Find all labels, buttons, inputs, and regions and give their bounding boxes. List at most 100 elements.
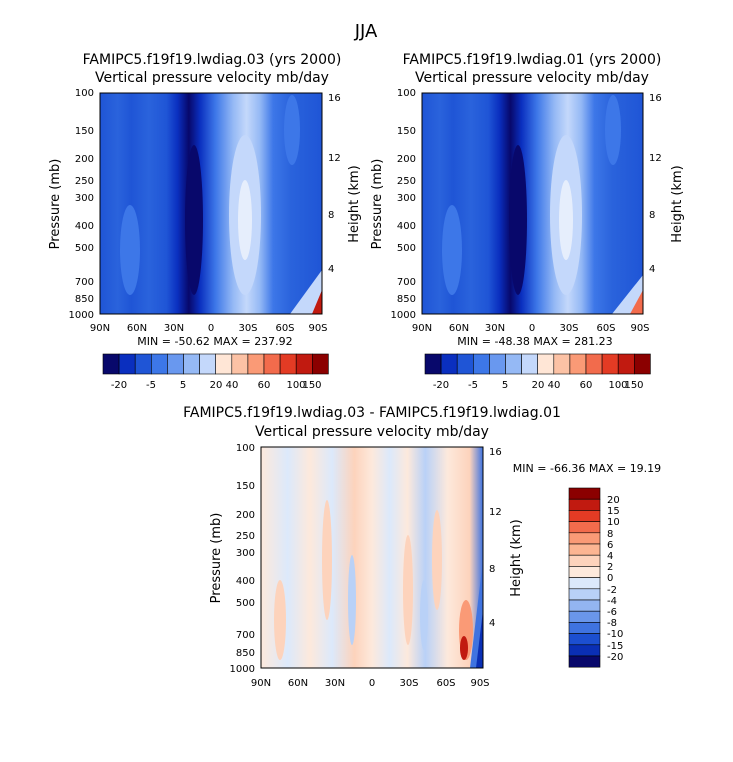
panel-3: FAMIPC5.f19f19.lwdiag.03 - FAMIPC5.f19f1… — [183, 405, 661, 689]
colorbar-labels: -20 -5 5 20 40 60 100 150 — [111, 380, 322, 391]
panel-2-y-ticks: 100 150 200 250 300 400 500 700 850 1000 — [391, 88, 416, 321]
panel-3-right-axis-label: Height (km) — [509, 519, 524, 596]
panel-1-x-ticks: 90N 60N 30N 0 30S 60S 90S — [90, 323, 328, 334]
panel-1-feature — [312, 290, 322, 314]
panel-2-y-axis-label: Pressure (mb) — [370, 159, 385, 250]
y-tick-label: 100 — [236, 443, 255, 454]
colorbar-swatch — [199, 353, 217, 375]
y-tick-label: 300 — [75, 193, 94, 204]
panel-2-feature — [509, 145, 527, 295]
colorbar-label: 60 — [580, 380, 593, 391]
panel-3-feature — [420, 580, 428, 650]
x-tick-label: 90S — [470, 678, 489, 689]
y-tick-label: 1000 — [69, 310, 94, 321]
y-tick-label: 400 — [397, 221, 416, 232]
y-tick-label: 500 — [397, 243, 416, 254]
colorbar-label: 150 — [302, 380, 321, 391]
height-tick-label: 8 — [489, 564, 495, 575]
colorbar-swatch — [215, 353, 233, 375]
colorbar-swatch — [568, 566, 601, 578]
y-tick-label: 150 — [397, 126, 416, 137]
colorbar-label: 20 — [607, 495, 620, 506]
y-tick-label: 100 — [397, 88, 416, 99]
y-tick-label: 150 — [75, 126, 94, 137]
x-tick-label: 0 — [529, 323, 535, 334]
colorbar-label: -6 — [607, 607, 617, 618]
colorbar-swatch — [568, 622, 601, 634]
colorbar-swatch — [537, 353, 555, 375]
panel-3-frame — [260, 446, 484, 669]
x-tick-label: 30S — [238, 323, 257, 334]
colorbar-swatch — [295, 353, 313, 375]
y-tick-label: 250 — [75, 176, 94, 187]
panel-3-feature — [403, 535, 413, 645]
y-tick-label: 500 — [236, 598, 255, 609]
colorbar-swatch — [568, 610, 601, 623]
panel-2-feature — [605, 95, 621, 165]
colorbar-label: -15 — [607, 641, 623, 652]
y-tick-label: 850 — [75, 294, 94, 305]
panel-1-y-axis-label: Pressure (mb) — [48, 159, 63, 250]
colorbar-swatch — [585, 353, 603, 375]
colorbar-swatch — [568, 532, 601, 545]
colorbar-label: 8 — [607, 529, 613, 540]
y-tick-label: 200 — [75, 154, 94, 165]
panel-2: FAMIPC5.f19f19.lwdiag.01 (yrs 2000) Vert… — [370, 52, 685, 391]
panel-2-subtitle: Vertical pressure velocity mb/day — [415, 70, 649, 86]
x-tick-label: 60S — [275, 323, 294, 334]
panel-1-colorbar: -20 -5 5 20 40 60 100 150 — [102, 353, 329, 391]
panel-1-stats: MIN = -50.62 MAX = 237.92 — [137, 335, 292, 348]
colorbar-swatch — [311, 353, 329, 375]
panel-2-plot-area — [421, 92, 644, 315]
colorbar-label: 5 — [180, 380, 186, 391]
panel-2-feature — [612, 275, 643, 314]
colorbar-swatch — [118, 353, 136, 375]
y-tick-label: 200 — [397, 154, 416, 165]
colorbar-swatch — [247, 353, 265, 375]
height-tick-label: 12 — [489, 507, 502, 518]
x-tick-label: 90N — [251, 678, 271, 689]
y-tick-label: 500 — [75, 243, 94, 254]
x-tick-label: 0 — [208, 323, 214, 334]
panel-1-feature — [284, 95, 300, 165]
colorbar-swatch — [568, 510, 601, 522]
panel-3-colorbar: 20 15 10 8 6 4 2 0 -2 -4 -6 -8 -10 -15 -… — [568, 487, 623, 668]
colorbar-swatch — [167, 353, 184, 375]
panel-2-frame — [421, 92, 644, 315]
x-tick-label: 60N — [288, 678, 308, 689]
colorbar-label: -10 — [607, 629, 623, 640]
colorbar-swatch — [440, 353, 458, 375]
colorbar-swatch — [568, 599, 601, 612]
colorbar-swatch — [601, 353, 619, 375]
panel-3-stats: MIN = -66.36 MAX = 19.19 — [513, 462, 661, 475]
y-tick-label: 1000 — [230, 664, 255, 675]
panel-3-right-ticks: 16 12 8 4 — [489, 447, 502, 629]
colorbar-label: -4 — [607, 596, 617, 607]
panel-1-feature — [238, 180, 252, 260]
y-tick-label: 700 — [75, 277, 94, 288]
panel-3-field — [261, 447, 483, 668]
panel-1: FAMIPC5.f19f19.lwdiag.03 (yrs 2000) Vert… — [48, 52, 362, 391]
colorbar-swatch — [521, 353, 538, 375]
colorbar-label: 100 — [608, 380, 627, 391]
height-tick-label: 12 — [328, 153, 341, 164]
panel-3-feature — [476, 610, 483, 668]
height-tick-label: 4 — [328, 264, 334, 275]
panel-3-y-ticks: 100 150 200 250 300 400 500 700 850 1000 — [230, 443, 255, 675]
y-tick-label: 150 — [236, 481, 255, 492]
x-tick-label: 30N — [164, 323, 184, 334]
panel-2-colorbar: -20 -5 5 20 40 60 100 150 — [424, 353, 651, 391]
y-tick-label: 400 — [75, 221, 94, 232]
panel-1-right-ticks: 16 12 8 4 — [328, 93, 341, 275]
colorbar-swatch — [183, 353, 200, 375]
figure-title: JJA — [354, 21, 378, 42]
height-tick-label: 16 — [489, 447, 502, 458]
y-tick-label: 700 — [397, 277, 416, 288]
colorbar-label: 100 — [286, 380, 305, 391]
colorbar-label: 10 — [607, 517, 620, 528]
colorbar-swatch — [568, 644, 601, 657]
panel-3-feature — [432, 510, 442, 610]
colorbar-swatch — [151, 353, 168, 375]
x-tick-label: 60N — [127, 323, 147, 334]
